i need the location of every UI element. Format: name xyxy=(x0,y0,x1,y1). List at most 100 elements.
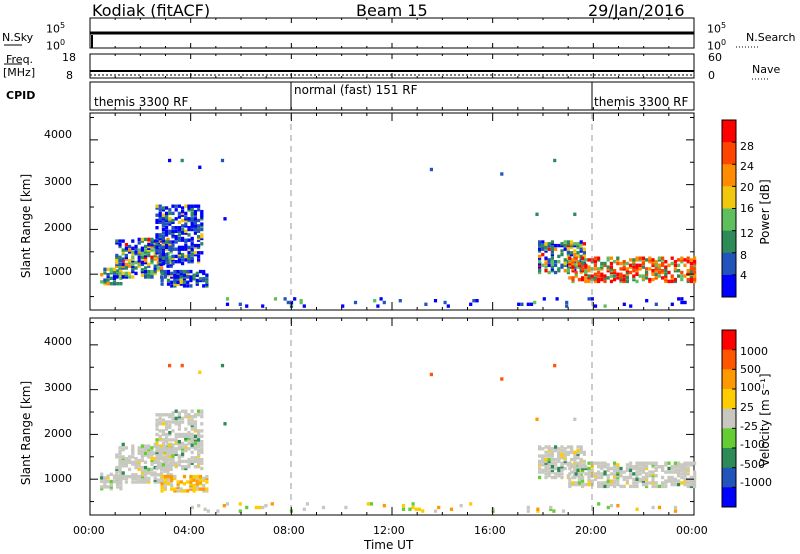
data-cell xyxy=(137,478,141,482)
data-cell xyxy=(205,489,209,493)
data-cell xyxy=(156,268,160,272)
data-cell xyxy=(603,484,607,489)
data-cell xyxy=(103,479,107,484)
data-cell xyxy=(182,482,187,486)
data-cell xyxy=(560,466,564,471)
colorbar-segment xyxy=(722,487,736,508)
data-cell xyxy=(632,477,636,481)
data-cell xyxy=(424,302,428,306)
data-cell xyxy=(579,243,583,248)
data-cell xyxy=(641,482,645,487)
data-cell xyxy=(693,261,697,266)
data-cell xyxy=(622,260,626,264)
data-cell xyxy=(632,258,636,262)
data-cell xyxy=(538,466,542,471)
data-cell xyxy=(187,247,191,251)
data-cell xyxy=(680,468,684,472)
data-cell xyxy=(106,274,110,279)
data-cell xyxy=(163,271,167,276)
data-cell xyxy=(131,269,135,274)
data-cell xyxy=(176,482,180,486)
data-cell xyxy=(582,242,586,246)
data-cell xyxy=(651,479,655,483)
data-cell xyxy=(560,249,564,253)
data-cell xyxy=(193,425,197,429)
data-cell xyxy=(166,282,171,286)
data-cell xyxy=(616,468,620,472)
data-cell xyxy=(661,481,665,485)
data-cell xyxy=(190,217,194,221)
data-cell xyxy=(566,251,570,255)
data-cell xyxy=(613,269,617,273)
data-cell xyxy=(153,480,157,484)
data-cell xyxy=(613,270,617,275)
data-cell xyxy=(128,259,132,263)
data-cell xyxy=(554,445,558,449)
data-cell xyxy=(500,377,504,381)
data-cell xyxy=(184,438,188,442)
data-cell xyxy=(198,277,203,281)
data-cell xyxy=(187,413,191,417)
data-cell xyxy=(177,432,181,437)
data-cell xyxy=(200,447,204,451)
data-cell xyxy=(173,277,177,281)
data-cell xyxy=(144,444,148,448)
data-cell xyxy=(198,480,203,484)
data-cell xyxy=(158,260,162,264)
data-cell xyxy=(118,451,122,455)
data-cell xyxy=(195,271,199,276)
data-cell xyxy=(664,265,668,269)
data-cell xyxy=(574,472,578,476)
data-cell xyxy=(205,275,209,279)
data-cell xyxy=(570,245,574,250)
data-cell xyxy=(140,451,144,455)
data-cell xyxy=(554,243,558,248)
data-cell xyxy=(153,255,157,259)
data-cell xyxy=(541,245,545,250)
data-cell xyxy=(121,474,125,479)
data-cell xyxy=(193,251,197,255)
data-cell xyxy=(176,485,180,489)
data-cell xyxy=(581,470,585,474)
data-cell xyxy=(160,271,164,276)
data-cell xyxy=(197,431,201,435)
data-cell xyxy=(177,441,181,446)
data-cell xyxy=(557,452,561,456)
data-cell xyxy=(651,277,655,282)
data-cell xyxy=(193,204,197,208)
data-cell xyxy=(576,245,580,250)
data-cell xyxy=(581,468,585,472)
data-cell xyxy=(137,260,141,265)
data-cell xyxy=(137,262,141,267)
data-cell xyxy=(131,239,135,243)
data-cell xyxy=(150,449,154,454)
data-cell xyxy=(158,204,162,208)
data-cell xyxy=(264,504,268,508)
xaxis-label: Time UT xyxy=(364,538,414,552)
data-cell xyxy=(177,247,181,251)
data-cell xyxy=(112,274,117,279)
data-cell xyxy=(187,418,191,422)
data-cell xyxy=(189,275,193,279)
data-cell xyxy=(651,260,655,264)
data-cell xyxy=(632,466,636,471)
data-cell xyxy=(109,267,113,271)
data-cell xyxy=(165,229,169,233)
data-cell xyxy=(683,465,687,469)
data-cell xyxy=(200,251,204,255)
data-cell xyxy=(654,461,658,465)
data-cell xyxy=(147,469,151,473)
colorbar-segment xyxy=(722,142,736,165)
data-cell xyxy=(619,279,623,284)
data-cell xyxy=(131,448,135,452)
data-cell xyxy=(174,240,178,244)
data-cell xyxy=(166,469,170,473)
data-cell xyxy=(635,484,639,489)
data-cell xyxy=(147,451,151,455)
data-cell xyxy=(134,462,138,466)
data-cell xyxy=(600,263,604,267)
data-cell xyxy=(597,470,601,474)
data-cell xyxy=(109,282,113,286)
data-cell xyxy=(609,261,613,266)
data-cell xyxy=(168,208,172,212)
